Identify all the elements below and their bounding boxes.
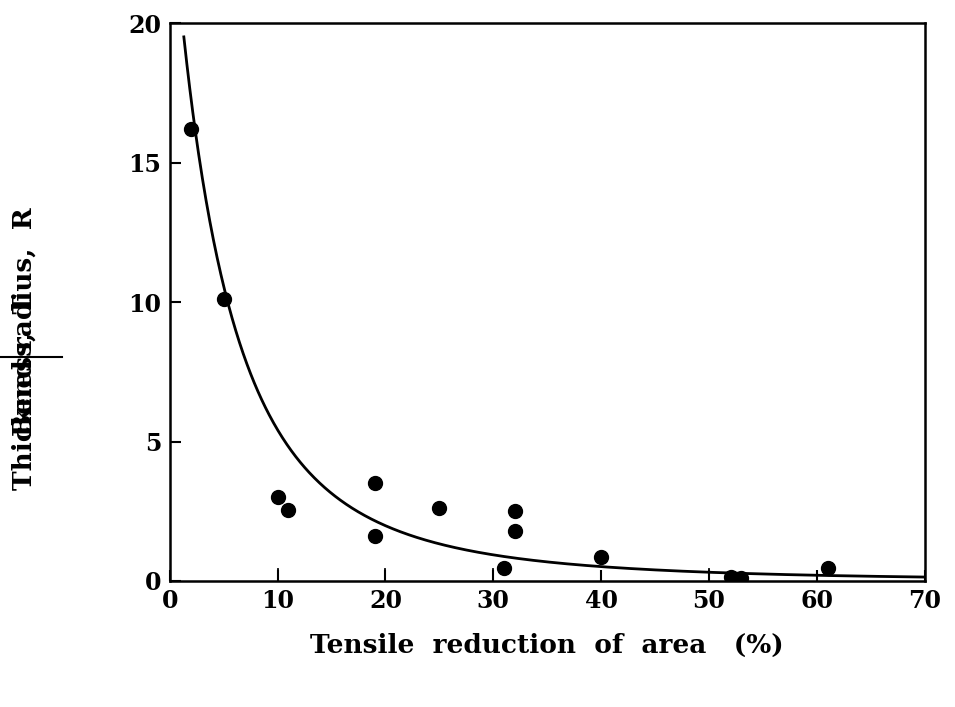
X-axis label: Tensile  reduction  of  area   (%): Tensile reduction of area (%) [310, 633, 784, 658]
Point [820, 563, 836, 574]
Point [507, 506, 522, 517]
Point [497, 563, 512, 574]
Point [432, 503, 447, 514]
Point [507, 525, 522, 537]
Point [367, 531, 382, 542]
Point [270, 491, 286, 503]
Point [216, 293, 231, 305]
Text: Thickness,  T: Thickness, T [11, 294, 36, 491]
Text: Bend radius,  R: Bend radius, R [11, 207, 36, 436]
Point [183, 124, 199, 135]
Point [733, 573, 749, 584]
Point [723, 571, 738, 583]
Point [281, 504, 296, 515]
Point [593, 551, 608, 563]
Point [367, 478, 382, 489]
